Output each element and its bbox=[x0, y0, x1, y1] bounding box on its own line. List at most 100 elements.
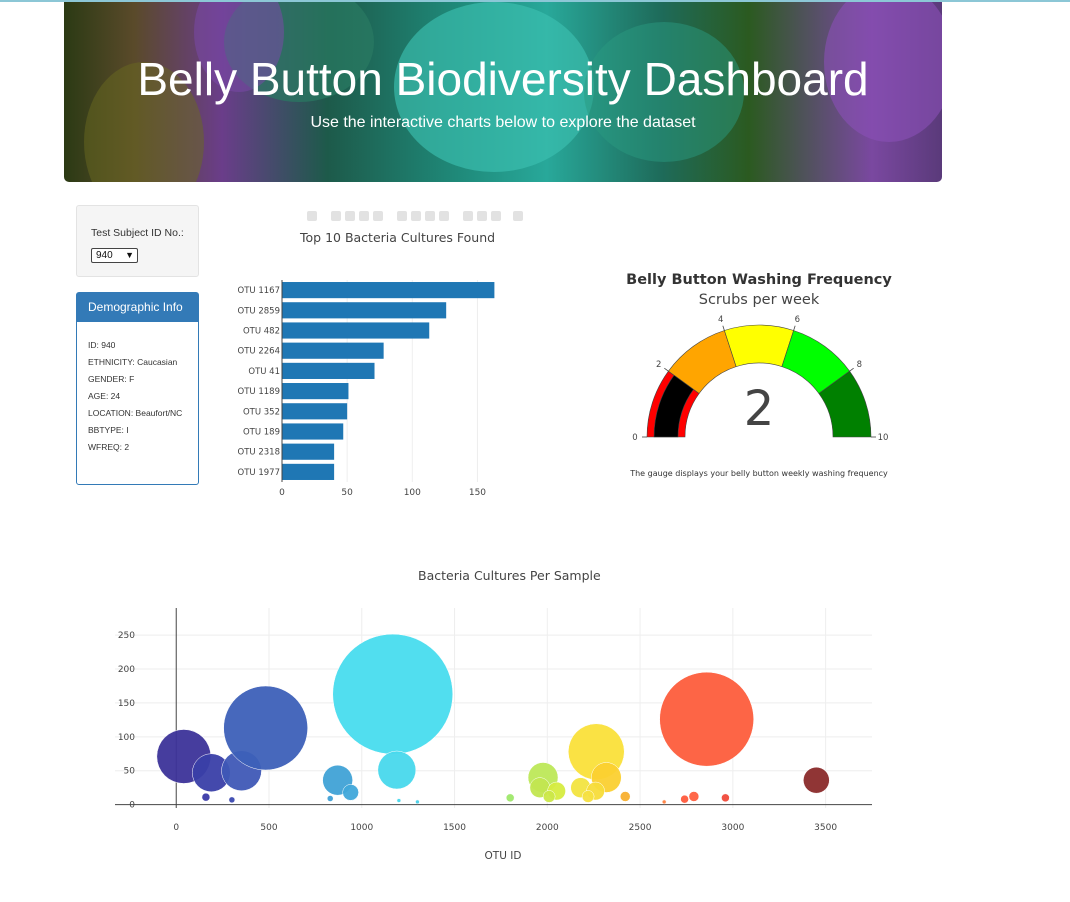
gauge-chart: 0 2 4 6 8 10 2 bbox=[632, 315, 889, 443]
gauge-tick-label: 6 bbox=[795, 315, 800, 325]
subject-selector-label: Test Subject ID No.: bbox=[91, 227, 184, 239]
gauge-tick-label: 0 bbox=[632, 433, 637, 443]
bar-y-tick-label: OTU 482 bbox=[243, 327, 280, 337]
bubble-point bbox=[619, 791, 631, 802]
demographic-row: LOCATION: Beaufort/NC bbox=[88, 408, 183, 418]
home-icon[interactable] bbox=[439, 211, 449, 221]
bubble-x-axis-label: OTU ID bbox=[485, 850, 522, 862]
bubble-chart-title: Bacteria Cultures Per Sample bbox=[418, 568, 601, 583]
camera-icon[interactable] bbox=[307, 211, 317, 221]
gauge-tick-label: 10 bbox=[878, 433, 889, 443]
bubble-y-tick-label: 200 bbox=[118, 665, 135, 675]
bubble-point bbox=[542, 790, 556, 803]
bubble-point bbox=[201, 792, 211, 802]
bubble-point bbox=[415, 799, 420, 805]
spike-lines-icon[interactable] bbox=[463, 211, 473, 221]
lasso-icon[interactable] bbox=[373, 211, 383, 221]
bubble-x-tick-label: 3500 bbox=[814, 823, 837, 833]
demographic-row: WFREQ: 2 bbox=[88, 442, 130, 452]
page-subtitle: Use the interactive charts below to expl… bbox=[310, 114, 696, 131]
demographic-row: ID: 940 bbox=[88, 340, 116, 350]
bar bbox=[282, 322, 430, 339]
bubble-x-tick-label: 0 bbox=[173, 823, 179, 833]
bar-y-tick-label: OTU 2264 bbox=[238, 347, 280, 357]
bar-y-tick-label: OTU 1977 bbox=[238, 468, 280, 478]
gauge-subtitle: Scrubs per week bbox=[698, 292, 820, 308]
box-select-icon[interactable] bbox=[359, 211, 369, 221]
demographic-row: ETHNICITY: Caucasian bbox=[88, 357, 178, 367]
chart-modebar bbox=[307, 208, 527, 222]
chevron-down-icon: ▼ bbox=[125, 250, 134, 260]
bubble-y-tick-label: 50 bbox=[124, 767, 136, 777]
bar bbox=[282, 443, 335, 460]
bubble-y-tick-label: 150 bbox=[118, 699, 135, 709]
bar bbox=[282, 342, 384, 359]
zoom-in-icon[interactable] bbox=[397, 211, 407, 221]
zoom-out-icon[interactable] bbox=[411, 211, 421, 221]
bar-x-tick-label: 0 bbox=[279, 488, 285, 498]
bar-y-tick-label: OTU 1167 bbox=[238, 286, 280, 296]
bar-y-tick-label: OTU 2859 bbox=[238, 306, 280, 316]
bubble-y-tick-label: 250 bbox=[118, 631, 135, 641]
autoscale-icon[interactable] bbox=[425, 211, 435, 221]
bubble-point bbox=[332, 633, 454, 755]
gauge-note: The gauge displays your belly button wee… bbox=[630, 469, 888, 478]
demographic-row: GENDER: F bbox=[88, 374, 135, 384]
bar-x-tick-label: 150 bbox=[469, 488, 486, 498]
bubble-point bbox=[659, 671, 754, 767]
gauge-tick-label: 4 bbox=[718, 315, 723, 325]
demographic-body: ID: 940 ETHNICITY: Caucasian GENDER: F AGE:… bbox=[77, 322, 198, 452]
gauge-value: 2 bbox=[744, 381, 775, 437]
gauge-tick-label: 2 bbox=[656, 360, 661, 370]
bubble-point bbox=[581, 790, 595, 803]
pan-icon[interactable] bbox=[345, 211, 355, 221]
bar-y-tick-label: OTU 41 bbox=[248, 367, 280, 377]
bar-chart-title: Top 10 Bacteria Cultures Found bbox=[300, 230, 496, 245]
bar-chart: 0 50 100 150 OTU 1167 OTU 2859 OTU 482 OTU 2264… bbox=[238, 280, 495, 498]
bar-y-tick-label: OTU 1189 bbox=[238, 387, 280, 397]
gauge-tick bbox=[849, 367, 854, 372]
hover-compare-icon[interactable] bbox=[491, 211, 501, 221]
hover-closest-icon[interactable] bbox=[477, 211, 487, 221]
bubble-point bbox=[661, 799, 667, 805]
bar-y-tick-label: OTU 352 bbox=[243, 407, 280, 417]
bubble-x-tick-label: 500 bbox=[260, 823, 277, 833]
bubble-x-tick-label: 3000 bbox=[721, 823, 744, 833]
demographic-row: AGE: 24 bbox=[88, 391, 121, 401]
bar-x-tick-label: 50 bbox=[341, 488, 353, 498]
plotly-logo-icon[interactable] bbox=[513, 211, 523, 221]
bubble-point bbox=[721, 793, 730, 803]
bar bbox=[282, 423, 344, 440]
zoom-icon[interactable] bbox=[331, 211, 341, 221]
bar bbox=[282, 362, 375, 379]
bar-y-tick-label: OTU 2318 bbox=[238, 448, 280, 458]
bubble-point bbox=[505, 793, 515, 803]
demographic-row: BBTYPE: I bbox=[88, 425, 129, 435]
header-banner: Belly Button Biodiversity Dashboard Use … bbox=[64, 2, 942, 182]
subject-id-select[interactable]: 940 ▼ bbox=[91, 248, 138, 263]
gauge-tick-label: 8 bbox=[857, 360, 862, 370]
subject-id-value: 940 bbox=[96, 250, 113, 261]
bar bbox=[282, 282, 495, 299]
bubble-x-tick-label: 2500 bbox=[629, 823, 652, 833]
gauge-title: Belly Button Washing Frequency bbox=[626, 272, 892, 288]
subject-selector-panel: Test Subject ID No.: 940 ▼ bbox=[76, 205, 199, 277]
bar bbox=[282, 302, 447, 319]
gauge-value-bar bbox=[653, 374, 694, 438]
bar bbox=[282, 383, 349, 400]
gauge-tick bbox=[722, 325, 725, 331]
bar bbox=[282, 463, 335, 480]
bubble-x-tick-label: 1000 bbox=[350, 823, 373, 833]
bubble-point bbox=[228, 796, 236, 804]
demographic-panel: Demographic Info ID: 940 ETHNICITY: Cauca… bbox=[76, 292, 199, 485]
bubble-y-tick-label: 0 bbox=[129, 801, 135, 811]
gauge-step bbox=[724, 324, 794, 367]
bubble-point bbox=[223, 685, 308, 771]
bubble-point bbox=[803, 766, 830, 794]
bar-x-tick-label: 100 bbox=[404, 488, 421, 498]
page-title: Belly Button Biodiversity Dashboard bbox=[137, 53, 869, 105]
gauge-step bbox=[818, 370, 872, 438]
bar bbox=[282, 403, 348, 420]
bubble-point bbox=[396, 798, 402, 803]
